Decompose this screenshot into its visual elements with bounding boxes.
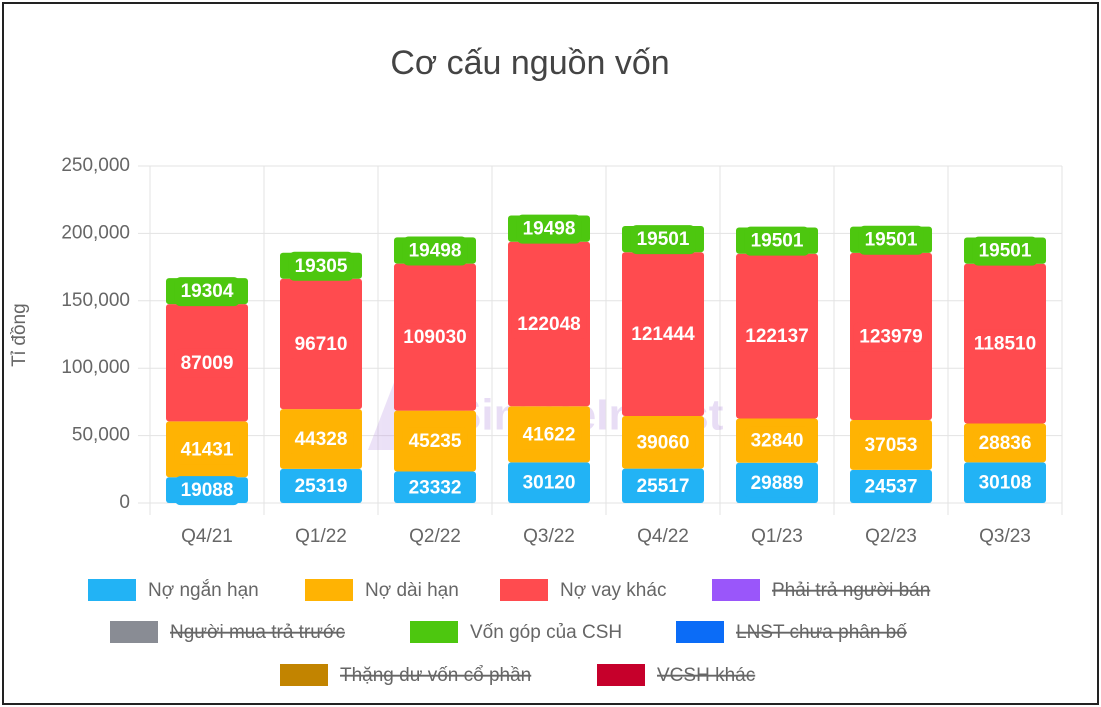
data-label: 19501: [637, 229, 690, 250]
data-label: 19501: [751, 231, 804, 252]
data-label-bg: [174, 476, 240, 506]
legend-swatch: [712, 579, 760, 601]
x-tick-label: Q3/22: [523, 526, 575, 547]
data-label-bg: [744, 426, 810, 456]
data-label: 37053: [865, 435, 918, 456]
data-label: 44328: [295, 429, 348, 450]
x-tick-label: Q3/23: [979, 526, 1031, 547]
y-tick-label: 150,000: [61, 290, 130, 311]
data-label: 30108: [979, 473, 1032, 494]
data-label-bg: [288, 471, 354, 501]
data-label-bg: [516, 468, 582, 498]
legend-label: Thặng dư vốn cổ phần: [340, 665, 531, 686]
data-label-bg: [972, 468, 1038, 498]
legend-swatch: [88, 579, 136, 601]
data-label-bg: [402, 473, 468, 503]
data-label-bg: [972, 428, 1038, 458]
data-label: 32840: [751, 431, 804, 452]
data-label: 29889: [751, 473, 804, 494]
data-label: 39060: [637, 432, 690, 453]
data-label: 19088: [181, 480, 234, 501]
data-label-bg: [967, 329, 1043, 359]
x-tick-label: Q2/22: [409, 526, 461, 547]
y-tick-label: 0: [119, 492, 130, 513]
legend-label: Vốn góp của CSH: [470, 622, 622, 643]
data-label: 19305: [295, 256, 348, 277]
data-label: 96710: [295, 334, 348, 355]
data-label: 30120: [523, 473, 576, 494]
data-label-bg: [397, 323, 473, 353]
data-label-bg: [739, 322, 815, 352]
data-label-bg: [858, 472, 924, 502]
data-label: 19501: [865, 230, 918, 251]
data-label: 87009: [181, 353, 234, 374]
data-label-bg: [625, 320, 702, 350]
legend-label: Nợ vay khác: [560, 580, 666, 601]
data-label: 121444: [631, 324, 695, 345]
data-label: 122048: [517, 314, 580, 335]
data-label: 19498: [523, 219, 576, 240]
data-label: 122137: [745, 326, 808, 347]
data-label: 19304: [181, 281, 234, 302]
data-label-bg: [853, 322, 929, 352]
x-tick-label: Q4/21: [181, 526, 233, 547]
data-label-bg: [174, 435, 240, 465]
data-label-bg: [972, 236, 1038, 266]
y-tick-label: 200,000: [61, 222, 130, 243]
data-label: 24537: [865, 476, 918, 497]
y-axis-label: Tỉ đồng: [9, 303, 30, 366]
data-label: 25517: [637, 476, 690, 497]
legend-label: VCSH khác: [657, 665, 755, 686]
legend-label: LNST chưa phân bố: [736, 622, 907, 643]
data-label-bg: [630, 225, 696, 255]
x-tick-label: Q1/22: [295, 526, 347, 547]
data-label-bg: [744, 226, 810, 256]
y-tick-label: 50,000: [72, 425, 130, 446]
x-tick-label: Q2/23: [865, 526, 917, 547]
legend-swatch: [280, 664, 328, 686]
legend-swatch: [410, 621, 458, 643]
data-label-bg: [516, 214, 582, 244]
legend-swatch: [110, 621, 158, 643]
data-label: 109030: [403, 327, 466, 348]
data-label: 19498: [409, 240, 462, 261]
data-label-bg: [288, 251, 354, 281]
legend-label: Nợ ngắn hạn: [148, 579, 259, 601]
x-tick-label: Q1/23: [751, 526, 803, 547]
data-label-bg: [402, 427, 468, 457]
data-label-bg: [858, 430, 924, 460]
data-label-bg: [511, 310, 587, 340]
data-label: 23332: [409, 477, 462, 498]
y-tick-label: 250,000: [61, 155, 130, 176]
legend-label: Nợ dài hạn: [365, 580, 459, 601]
data-label: 41431: [181, 439, 234, 460]
data-label-bg: [288, 329, 354, 359]
data-label-bg: [402, 236, 468, 266]
data-label: 45235: [409, 431, 462, 452]
data-label-bg: [630, 428, 696, 458]
data-label-bg: [288, 425, 354, 455]
x-tick-label: Q4/22: [637, 526, 689, 547]
chart-title: Cơ cấu nguồn vốn: [390, 44, 669, 82]
legend-swatch: [676, 621, 724, 643]
legend-label: Người mua trả trước: [170, 622, 345, 643]
legend-swatch: [305, 579, 353, 601]
legend-label: Phải trả người bán: [772, 580, 930, 601]
data-label: 41622: [523, 424, 576, 445]
data-label-bg: [630, 471, 696, 501]
data-label: 123979: [859, 326, 922, 347]
data-label-bg: [174, 277, 240, 307]
data-label-bg: [858, 225, 924, 255]
y-tick-label: 100,000: [61, 357, 130, 378]
data-label-bg: [744, 468, 810, 498]
legend-swatch: [597, 664, 645, 686]
data-label: 19501: [979, 241, 1032, 262]
data-label: 118510: [974, 334, 1036, 355]
data-label-bg: [516, 420, 582, 450]
data-label: 28836: [979, 433, 1032, 454]
data-label-bg: [174, 348, 240, 378]
legend-swatch: [500, 579, 548, 601]
data-label: 25319: [295, 476, 348, 497]
